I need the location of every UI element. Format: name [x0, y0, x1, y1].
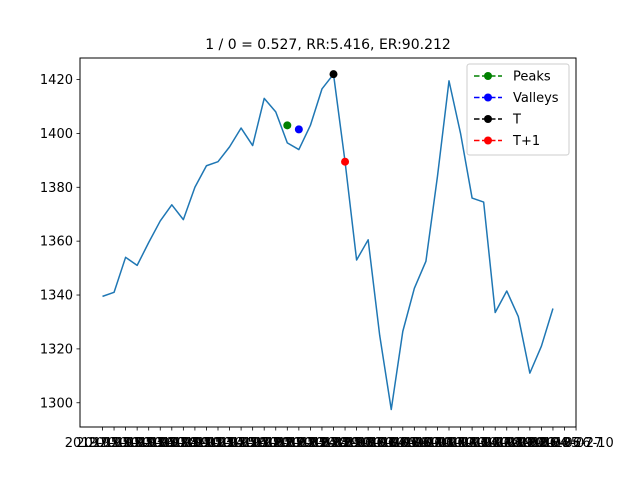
- x-tick-label: 2019-06-03: [319, 436, 395, 451]
- marker-peaks: [283, 121, 292, 130]
- price-line: [102, 73, 554, 411]
- x-tick-label: 2019-06-26: [515, 436, 591, 451]
- x-tick-label: 2019-05-14: [169, 436, 245, 451]
- x-tick-label: 2019-05-20: [215, 436, 291, 451]
- x-tick-label: 2019-05-16: [192, 436, 268, 451]
- x-tick-label: 2019-05-09: [134, 436, 210, 451]
- x-tick-label: 2019-06-18: [446, 436, 522, 451]
- x-tick-label: 2019-05-17: [203, 436, 279, 451]
- x-tick-label: 2019-05-31: [307, 436, 383, 451]
- x-tick-label: 2019-06-11: [388, 436, 464, 451]
- x-tick-label: 2019-06-12: [400, 436, 476, 451]
- x-tick-label: 2019-05-24: [261, 436, 337, 451]
- plot-frame: [79, 57, 577, 428]
- x-tick-label: 2019-06-07: [365, 436, 441, 451]
- y-tick-label: 1340: [40, 289, 73, 304]
- legend-marker-peaks: [484, 72, 492, 80]
- x-tick-label: 2019-05-02: [76, 436, 152, 451]
- legend-box: [466, 63, 570, 156]
- x-tick-label: 2019-05-06: [99, 436, 175, 451]
- x-tick-label: 2019-06-21: [481, 436, 557, 451]
- x-tick-label: 2019-05-13: [157, 436, 233, 451]
- x-tick-label: 2019-06-13: [411, 436, 487, 451]
- y-tick-label: 1360: [40, 235, 73, 250]
- y-tick-label: 1300: [40, 396, 73, 411]
- legend-label-t-1: T+1: [512, 134, 540, 149]
- x-tick-label: 2019-06-10: [377, 436, 453, 451]
- y-tick-label: 1320: [40, 342, 73, 357]
- x-tick-label: 2019-05-23: [250, 436, 326, 451]
- plot-lines: [102, 73, 554, 411]
- x-tick-label: 2019-06-06: [353, 436, 429, 451]
- legend-label-peaks: Peaks: [513, 70, 551, 85]
- x-tick-label: 2019-05-08: [122, 436, 198, 451]
- x-tick-label: 2019-06-05: [342, 436, 418, 451]
- x-tick-label: 2019-06-20: [469, 436, 545, 451]
- x-tick-label: 2019-05-01: [65, 436, 141, 451]
- chart-title: 1 / 0 = 0.527, RR:5.416, ER:90.212: [205, 37, 451, 53]
- x-tick-label: 2019-05-10: [146, 436, 222, 451]
- x-tick-label: 2019-06-24: [492, 436, 568, 451]
- legend: Peaks Valleys T T+1: [466, 63, 570, 156]
- x-tick-label: 2019-05-29: [284, 436, 360, 451]
- x-tick-label: 2019-05-28: [273, 436, 349, 451]
- y-tick-label: 1380: [40, 181, 73, 196]
- y-axis: 1300 1320 1340 1360 1380 1400 1420: [40, 73, 80, 411]
- marker-valleys: [294, 125, 303, 134]
- x-tick-label: 2019-07-10: [538, 436, 614, 451]
- x-tick-label: 2019-06-04: [330, 436, 406, 451]
- legend-marker-valleys: [484, 93, 492, 102]
- y-tick-label: 1420: [40, 73, 73, 88]
- x-tick-label: 2019-06-25: [504, 436, 580, 451]
- x-tick-label: 2019-05-30: [296, 436, 372, 451]
- x-tick-label: 2019-05-03: [88, 436, 164, 451]
- x-tick-label: 2019-05-22: [238, 436, 314, 451]
- legend-marker-t-1: [484, 136, 492, 145]
- x-tick-label: 2019-06-27: [527, 436, 603, 451]
- x-tick-label: 2019-05-21: [226, 436, 302, 451]
- legend-label-valleys: Valleys: [513, 91, 559, 106]
- y-tick-label: 1400: [40, 127, 73, 142]
- x-tick-label: 2019-06-19: [457, 436, 533, 451]
- marker-t-1: [341, 157, 350, 166]
- legend-marker-t: [484, 115, 492, 123]
- x-tick-label: 2019-06-14: [423, 436, 499, 451]
- x-tick-label: 2019-05-07: [111, 436, 187, 451]
- x-axis: 2019-05-012019-05-022019-05-032019-05-06…: [65, 427, 614, 451]
- marker-t: [329, 70, 338, 79]
- plot-markers: [283, 70, 350, 166]
- x-tick-label: 2019-06-17: [434, 436, 510, 451]
- x-tick-label: 2019-05-15: [180, 436, 256, 451]
- legend-label-t: T: [512, 113, 521, 128]
